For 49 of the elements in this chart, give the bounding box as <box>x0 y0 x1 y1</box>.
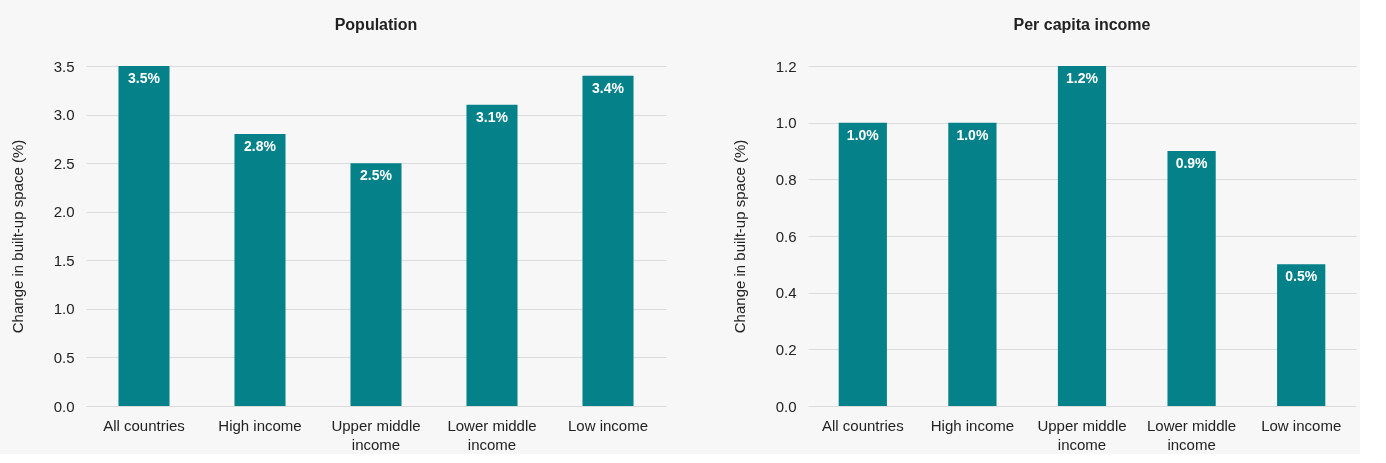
data-label: 0.9% <box>1175 155 1209 171</box>
y-axis-title: Change in built-up space (%) <box>8 139 26 334</box>
y-tick-label: 1.0 <box>775 114 797 132</box>
y-tick-label: 1.0 <box>53 300 75 318</box>
y-tick-label: 0.5 <box>53 348 75 366</box>
bar <box>1057 66 1107 406</box>
bar <box>234 134 286 406</box>
data-label: 3.1% <box>476 108 509 125</box>
chart-title: Population <box>334 16 418 33</box>
bar <box>838 122 887 406</box>
data-label: 1.0% <box>846 126 880 143</box>
x-tick-label: Low income <box>1261 416 1342 434</box>
y-tick-label: 0.6 <box>775 227 797 245</box>
y-tick-label: 0.4 <box>775 284 797 302</box>
bar <box>118 66 170 406</box>
x-tick-label: Low income <box>567 416 649 434</box>
y-tick-label: 0.0 <box>53 397 75 415</box>
x-tick-label: High income <box>930 416 1015 434</box>
x-tick-label: High income <box>218 416 302 434</box>
bar <box>948 122 997 406</box>
y-tick-label: 1.2 <box>775 57 797 75</box>
y-tick-label: 3.0 <box>53 106 75 124</box>
bar <box>350 163 402 406</box>
x-tick-label: All countries <box>821 416 904 434</box>
data-label: 1.0% <box>956 126 989 143</box>
x-tick-label: Lower middle income <box>447 416 537 453</box>
y-axis-title: Change in built-up space (%) <box>730 139 748 334</box>
data-label: 2.8% <box>244 138 277 154</box>
data-label: 1.2% <box>1066 70 1099 86</box>
x-tick-label: Upper middle income <box>1037 416 1127 453</box>
data-label: 0.5% <box>1285 268 1318 285</box>
y-tick-label: 3.5 <box>53 57 75 75</box>
x-tick-label: Upper middle income <box>331 416 421 453</box>
x-tick-label: All countries <box>103 416 185 434</box>
bar <box>466 104 518 406</box>
y-tick-label: 0.2 <box>775 340 797 358</box>
bar <box>1167 151 1216 406</box>
chart-title: Per capita income <box>1013 16 1151 33</box>
y-tick-label: 0.8 <box>775 170 797 188</box>
y-tick-label: 0.0 <box>775 397 797 415</box>
y-tick-label: 1.5 <box>53 251 75 269</box>
y-tick-label: 2.5 <box>53 154 75 172</box>
bar <box>582 75 634 406</box>
y-tick-label: 2.0 <box>53 203 75 221</box>
bar <box>1277 264 1326 406</box>
data-label: 3.4% <box>592 79 625 96</box>
data-label: 3.5% <box>128 70 161 86</box>
x-tick-label: Lower middle income <box>1146 416 1237 453</box>
data-label: 2.5% <box>360 167 393 184</box>
